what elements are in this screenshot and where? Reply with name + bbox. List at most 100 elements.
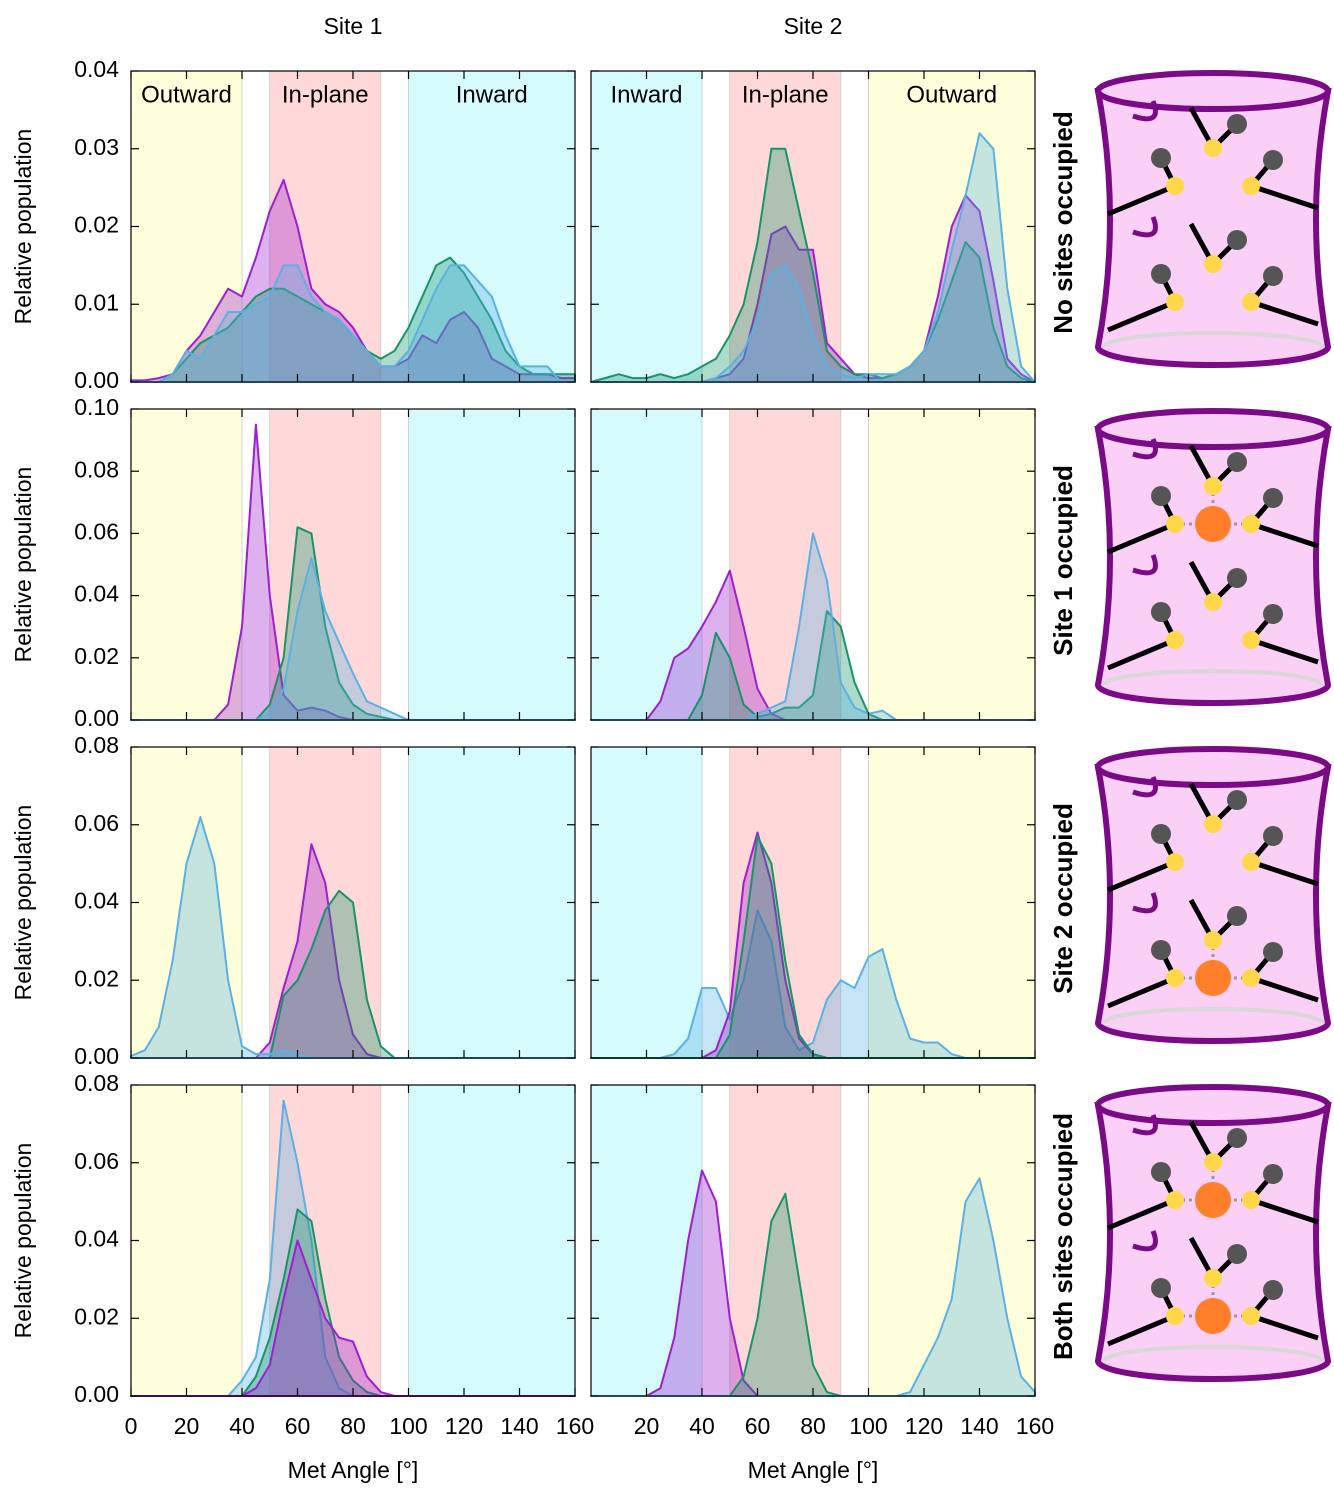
x-tick-label: 40 — [689, 1413, 715, 1439]
region-band — [130, 746, 243, 1059]
row-label: Site 1 occupied — [1048, 465, 1078, 656]
cartoon-dot — [1166, 969, 1184, 987]
cartoon-dot — [1204, 255, 1222, 273]
cartoon-dot — [1204, 815, 1222, 833]
cartoon-stick — [1250, 1313, 1319, 1341]
cartoon-ball — [1263, 1280, 1283, 1300]
x-tick-label: 120 — [445, 1413, 483, 1439]
y-axis-label: Relative population — [10, 1143, 36, 1339]
cartoon-ion — [1195, 1182, 1231, 1218]
x-tick-label: 60 — [745, 1413, 771, 1439]
cartoon-ion — [1195, 1298, 1231, 1334]
y-axis-label: Relative population — [10, 467, 36, 663]
cartoon-stick — [1107, 637, 1176, 671]
x-tick-label: 160 — [556, 1413, 594, 1439]
cartoon-hook — [1132, 438, 1158, 460]
cartoon-ion — [1195, 960, 1231, 996]
cartoon-ball — [1263, 1164, 1283, 1184]
cartoon-ball — [1263, 604, 1283, 624]
cartoon-stick — [1107, 299, 1176, 333]
cartoon-dot — [1242, 515, 1260, 533]
panel — [590, 408, 1036, 721]
region-band — [269, 1084, 382, 1397]
y-tick-label: 0.00 — [74, 1381, 119, 1407]
cartoon-dot — [1166, 177, 1184, 195]
cartoon-rim — [1095, 746, 1331, 788]
x-tick-label: 40 — [229, 1413, 255, 1439]
panel: 20 40 60 80 100 120 140 160 — [590, 1084, 1054, 1439]
region-band — [408, 1084, 576, 1397]
region-band — [130, 1084, 243, 1397]
cartoon-stick — [1107, 183, 1176, 217]
row-label: No sites occupied — [1048, 111, 1078, 334]
panel — [590, 746, 1036, 1059]
cartoon-dot — [1242, 1307, 1260, 1325]
y-tick-label: 0.00 — [74, 1043, 119, 1069]
region-band — [590, 70, 703, 383]
y-tick-label: 0.08 — [74, 732, 119, 758]
x-tick-label: 80 — [800, 1413, 826, 1439]
cartoon — [1094, 408, 1332, 706]
cartoon-dot — [1166, 515, 1184, 533]
cartoon-ball — [1151, 264, 1171, 284]
y-tick-label: 0.03 — [74, 134, 119, 160]
cartoon-stick — [1107, 975, 1176, 1009]
cartoon-hook — [1132, 1114, 1158, 1136]
cartoon-stick — [1250, 183, 1319, 211]
region-band — [130, 408, 243, 721]
cartoon-ball — [1263, 488, 1283, 508]
region-label: In-plane — [282, 81, 369, 108]
cartoon-dot — [1204, 477, 1222, 495]
x-tick-label: 20 — [174, 1413, 200, 1439]
cartoon-ball — [1263, 942, 1283, 962]
cartoon-stick — [1250, 975, 1319, 1003]
cartoon-body — [1094, 764, 1332, 1044]
region-band — [408, 746, 576, 1059]
y-tick-label: 0.04 — [74, 1226, 119, 1252]
cartoon-body — [1094, 88, 1332, 368]
y-tick-label: 0.00 — [74, 367, 119, 393]
cartoon — [1094, 1084, 1332, 1382]
cartoon-dot — [1242, 177, 1260, 195]
y-tick-label: 0.04 — [74, 56, 119, 82]
region-label: In-plane — [742, 81, 829, 108]
region-band — [269, 70, 382, 383]
x-tick-label: 20 — [634, 1413, 660, 1439]
cartoon-stick — [1250, 299, 1319, 327]
cartoon — [1094, 70, 1332, 368]
cartoon-ball — [1227, 568, 1247, 588]
cartoon-ball — [1227, 114, 1247, 134]
y-tick-label: 0.08 — [74, 456, 119, 482]
cartoon-floor — [1102, 1345, 1324, 1362]
y-axis-label: Relative population — [10, 805, 36, 1001]
column-title: Site 2 — [784, 13, 843, 39]
cartoon-rim — [1095, 70, 1331, 112]
cartoon-ball — [1227, 906, 1247, 926]
cartoon-stick — [1250, 859, 1319, 887]
x-tick-label: 160 — [1016, 1413, 1054, 1439]
cartoon-dot — [1242, 969, 1260, 987]
x-tick-label: 80 — [340, 1413, 366, 1439]
cartoon-body — [1094, 1102, 1332, 1382]
cartoon-floor — [1102, 1007, 1324, 1024]
cartoon-dot — [1204, 1269, 1222, 1287]
cartoon-ball — [1151, 824, 1171, 844]
cartoon-ball — [1263, 150, 1283, 170]
x-tick-label: 120 — [905, 1413, 943, 1439]
cartoon-ball — [1151, 1162, 1171, 1182]
y-tick-label: 0.06 — [74, 810, 119, 836]
region-band — [590, 746, 703, 1059]
cartoon-dot — [1166, 1307, 1184, 1325]
y-tick-label: 0.10 — [74, 394, 119, 420]
y-tick-label: 0.02 — [74, 965, 119, 991]
panel: 0.00 0.02 0.04 0.06 0.08 0.10 — [74, 394, 576, 731]
cartoon-rim — [1095, 1084, 1331, 1126]
region-band — [868, 408, 1036, 721]
row-label: Site 2 occupied — [1048, 803, 1078, 994]
panel: 0.00 0.02 0.04 0.06 0.08 — [74, 732, 576, 1069]
cartoon-stick — [1107, 1197, 1176, 1231]
y-tick-label: 0.01 — [74, 289, 119, 315]
x-axis-label: Met Angle [°] — [748, 1457, 879, 1483]
cartoon-hook — [1132, 554, 1158, 576]
cartoon-stick — [1107, 1313, 1176, 1347]
